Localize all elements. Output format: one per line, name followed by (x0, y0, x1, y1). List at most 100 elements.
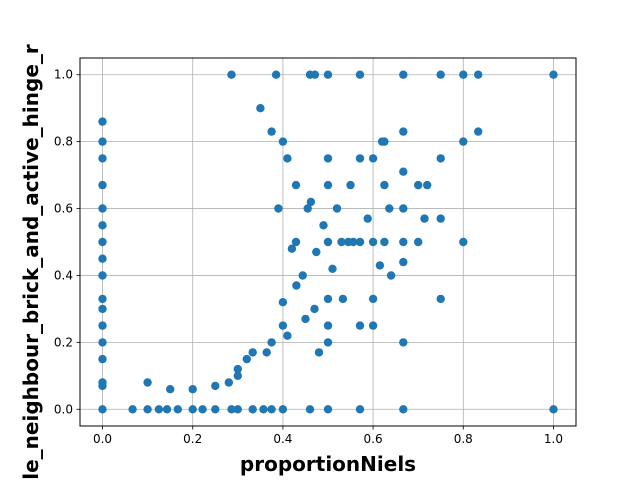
x-tick-label: 0.6 (364, 432, 383, 446)
scatter-point (98, 338, 107, 347)
scatter-point (188, 385, 197, 394)
scatter-point (314, 348, 324, 357)
scatter-point (278, 321, 288, 330)
scatter-point (377, 137, 387, 146)
y-axis-title: le_neighbour_brick_and_active_hinge_r (19, 44, 43, 480)
scatter-point (375, 261, 385, 270)
scatter-point (242, 354, 251, 364)
scatter-point (98, 254, 107, 263)
scatter-point (267, 405, 276, 414)
scatter-point (98, 237, 107, 247)
scatter-point (323, 237, 333, 247)
scatter-point (233, 371, 242, 380)
x-tick-label: 0.8 (454, 432, 473, 446)
scatter-point (323, 338, 333, 347)
scatter-point (323, 405, 333, 414)
scatter-point (283, 331, 292, 340)
scatter-point (162, 405, 172, 414)
scatter-point (368, 154, 378, 163)
y-tick-label: 1.0 (54, 68, 73, 82)
scatter-point (323, 321, 333, 330)
scatter-point (256, 104, 265, 113)
scatter-point (423, 180, 432, 190)
y-tick-label: 0.4 (54, 268, 73, 282)
scatter-points (98, 70, 558, 414)
scatter-point (332, 204, 342, 213)
scatter-point (549, 70, 558, 79)
scatter-point (399, 70, 408, 79)
scatter-point (98, 271, 107, 280)
scatter-point (303, 204, 312, 213)
scatter-point (399, 127, 408, 136)
y-tick-label: 0.6 (54, 202, 73, 216)
scatter-point (283, 154, 292, 163)
scatter-point (399, 204, 408, 213)
plot-frame (79, 57, 577, 427)
scatter-point (337, 237, 346, 247)
scatter-point (227, 70, 236, 79)
scatter-point (355, 321, 365, 330)
scatter-point (436, 294, 445, 304)
scatter-point (386, 271, 396, 280)
scatter-point (312, 247, 321, 257)
scatter-point (271, 70, 281, 79)
scatter-point (287, 244, 297, 253)
scatter-point (128, 405, 137, 414)
scatter-point (355, 154, 365, 163)
scatter-point (98, 294, 107, 304)
scatter-point (368, 294, 378, 304)
x-tick-label: 0.0 (93, 432, 112, 446)
scatter-point (259, 405, 268, 414)
scatter-point (98, 180, 107, 190)
scatter-point (385, 204, 394, 213)
scatter-point (459, 70, 468, 79)
x-tick-label: 0.2 (183, 432, 202, 446)
scatter-point (278, 405, 288, 414)
scatter-point (143, 378, 152, 387)
scatter-point (459, 137, 468, 146)
scatter-point (173, 405, 182, 414)
scatter-point (319, 221, 328, 230)
scatter-point (98, 221, 107, 230)
scatter-point (323, 154, 333, 163)
scatter-point (274, 204, 283, 213)
scatter-point (399, 257, 408, 267)
x-axis-title: proportionNiels (240, 452, 416, 476)
scatter-point (414, 237, 423, 247)
scatter-point (323, 70, 333, 79)
scatter-point (346, 180, 355, 190)
scatter-point (98, 154, 107, 163)
scatter-point (267, 338, 276, 347)
scatter-point (301, 314, 310, 324)
y-tick-label: 0.8 (54, 135, 73, 149)
scatter-point (338, 294, 348, 304)
scatter-point (211, 381, 220, 391)
scatter-point (310, 304, 319, 314)
scatter-point (188, 405, 197, 414)
scatter-point (98, 354, 107, 364)
scatter-point (344, 237, 353, 247)
scatter-point (211, 405, 220, 414)
scatter-point (98, 321, 107, 330)
y-tick-label: 0.2 (54, 335, 73, 349)
scatter-point (414, 180, 423, 190)
scatter-point (474, 70, 483, 79)
axis-ticks: 0.0 0.2 0.4 0.6 0.8 1.0 0.0 0.2 0.4 0.6 0.8 1.0 (54, 68, 563, 446)
scatter-point (98, 137, 107, 146)
scatter-point (233, 405, 242, 414)
scatter-point (323, 294, 333, 304)
scatter-point (355, 70, 365, 79)
scatter-point (399, 405, 408, 414)
scatter-point (380, 180, 389, 190)
scatter-point (98, 204, 107, 213)
scatter-point (368, 321, 378, 330)
scatter-point (98, 304, 107, 314)
scatter-point (549, 405, 558, 414)
scatter-point (355, 237, 365, 247)
scatter-point (399, 167, 408, 176)
y-tick-label: 0.0 (54, 402, 73, 416)
scatter-point (306, 197, 316, 207)
scatter-point (248, 405, 257, 414)
